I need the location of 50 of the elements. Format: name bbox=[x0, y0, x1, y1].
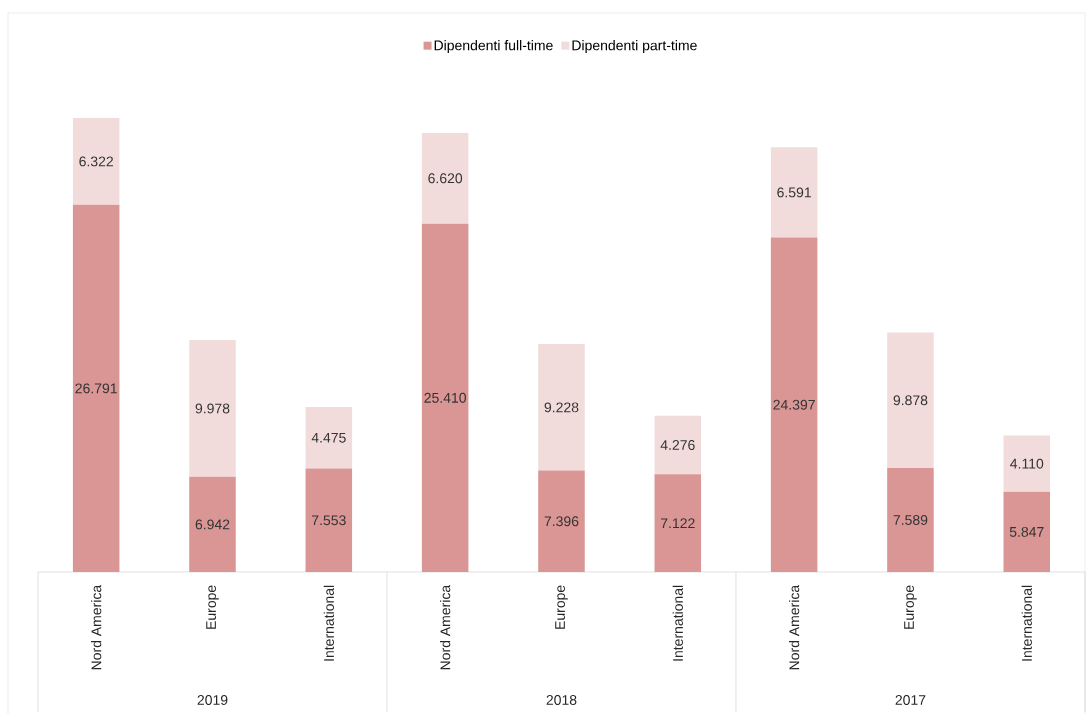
bar bbox=[770, 237, 818, 572]
data-label: 9.878 bbox=[893, 395, 928, 406]
bar bbox=[305, 468, 353, 572]
data-label: 6.942 bbox=[195, 519, 230, 530]
bar bbox=[887, 467, 934, 572]
x-tick-label: International bbox=[1021, 585, 1032, 661]
text: 2019 bbox=[197, 695, 228, 705]
data-label: 25.410 bbox=[424, 392, 466, 403]
x-tick-label: Nord America bbox=[91, 584, 102, 670]
x-tick-label: Europe bbox=[206, 585, 219, 629]
data-label: 4.475 bbox=[311, 432, 346, 443]
bar bbox=[189, 476, 236, 572]
data-label: 7.589 bbox=[893, 515, 928, 525]
bar bbox=[654, 474, 702, 572]
data-label: 24.397 bbox=[773, 399, 815, 410]
legend-label: Dipendenti part-time bbox=[572, 40, 697, 54]
x-tick-label: Europe bbox=[904, 585, 917, 629]
bar bbox=[538, 470, 585, 572]
data-label: 5.847 bbox=[1009, 526, 1044, 537]
bar bbox=[887, 332, 934, 468]
bar bbox=[72, 118, 120, 205]
x-tick-label: Nord America bbox=[440, 584, 451, 670]
bar bbox=[421, 223, 469, 572]
data-label: 4.276 bbox=[660, 440, 695, 451]
bar bbox=[305, 407, 353, 469]
bar bbox=[189, 340, 236, 477]
x-tick-label: Nord America bbox=[788, 584, 800, 670]
x-tick-label: Europe bbox=[555, 585, 568, 629]
bar bbox=[1003, 435, 1051, 492]
bar bbox=[421, 132, 469, 224]
data-label: 6.620 bbox=[428, 173, 463, 184]
legend-label: Dipendenti full-time bbox=[434, 40, 553, 54]
text: 2017 bbox=[895, 695, 926, 705]
x-tick-label: International bbox=[323, 585, 334, 661]
data-label: 7.122 bbox=[661, 518, 695, 529]
data-label: 9.978 bbox=[195, 403, 230, 414]
x-tick-label: International bbox=[672, 585, 683, 661]
data-label: 7.553 bbox=[312, 515, 346, 526]
bar bbox=[654, 415, 702, 475]
data-label: 26.791 bbox=[75, 383, 117, 394]
text: 2018 bbox=[546, 695, 577, 705]
data-label: 7.396 bbox=[544, 516, 579, 527]
data-label: 6.591 bbox=[777, 187, 811, 198]
bar bbox=[1003, 491, 1051, 572]
data-label: 6.322 bbox=[79, 156, 113, 167]
data-label: 4.110 bbox=[1010, 458, 1044, 469]
bar bbox=[72, 204, 120, 572]
bar bbox=[770, 147, 818, 238]
bar bbox=[538, 344, 585, 471]
data-label: 9.228 bbox=[544, 402, 579, 413]
